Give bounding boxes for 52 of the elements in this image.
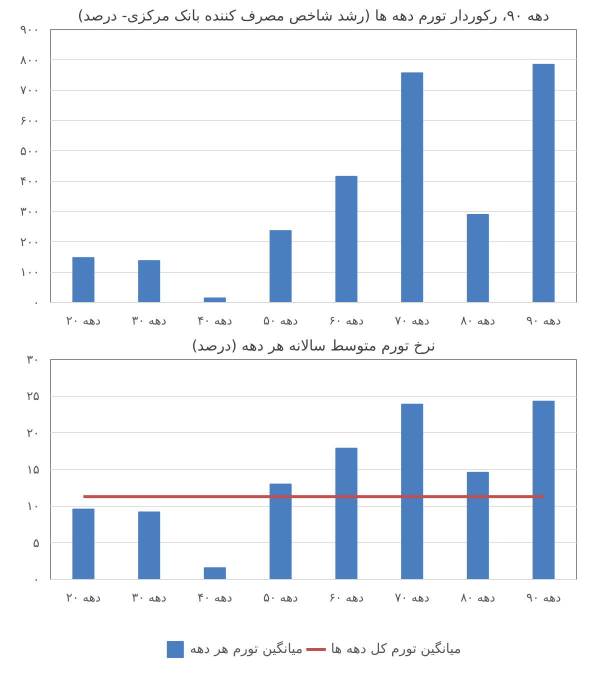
y-tick-label: ۳۰۰ — [20, 204, 40, 218]
y-tick-label: ۷۰۰ — [20, 83, 40, 98]
y-tick-label: ۲۵ — [26, 389, 40, 404]
bar — [532, 64, 555, 302]
bar — [270, 230, 292, 302]
x-tick-label: دهه ۶۰ — [328, 314, 364, 328]
x-tick-label: دهه ۴۰ — [197, 314, 232, 328]
bar — [138, 260, 160, 302]
bar — [138, 512, 160, 580]
x-tick-label: دهه ۷۰ — [394, 314, 430, 328]
x-tick-label: دهه ۳۰ — [132, 590, 167, 604]
bar — [270, 484, 292, 580]
bar — [335, 448, 358, 580]
y-tick-label: ۳۰ — [26, 352, 40, 366]
legend-label: میانگین تورم کل دهه ها — [330, 642, 462, 657]
bar — [401, 72, 424, 302]
x-tick-label: دهه ۴۰ — [197, 590, 232, 604]
x-tick-label: دهه ۷۰ — [394, 590, 430, 604]
chart-title: نرخ تورم متوسط سالانه هر دهه (درصد) — [192, 338, 436, 354]
bar — [532, 400, 555, 580]
y-tick-label: ۴۰۰ — [20, 174, 40, 188]
y-tick-label: ۹۰۰ — [20, 22, 40, 36]
y-tick-label: ۲۰ — [26, 426, 40, 440]
x-tick-label: دهه ۹۰ — [526, 590, 562, 604]
bar — [466, 472, 489, 580]
chart-title: دهه ۹۰، رکوردار تورم دهه ها (رشد شاخص مصرف کننده بانک مرکزی- درصد) — [78, 8, 550, 24]
y-tick-label: ۱۰ — [26, 499, 40, 514]
y-tick-label: ۵۰۰ — [20, 144, 40, 158]
x-tick-label: دهه ۵۰ — [263, 590, 298, 604]
y-tick-label: ۰ — [33, 296, 40, 310]
x-tick-label: دهه ۶۰ — [328, 590, 364, 604]
x-tick-label: دهه ۳۰ — [132, 314, 167, 328]
x-tick-label: دهه ۸۰ — [460, 590, 496, 604]
x-tick-label: دهه ۵۰ — [263, 314, 298, 328]
y-tick-label: ۶۰۰ — [20, 114, 40, 128]
x-tick-label: دهه ۹۰ — [526, 314, 562, 328]
x-tick-label: دهه ۸۰ — [460, 314, 496, 328]
y-tick-label: ۸۰۰ — [20, 52, 40, 67]
y-tick-label: ۱۵ — [26, 462, 40, 476]
x-tick-label: دهه ۲۰ — [66, 590, 101, 604]
y-tick-label: ۵ — [33, 536, 40, 550]
bar — [335, 176, 358, 302]
y-tick-label: ۲۰۰ — [20, 234, 40, 249]
bar — [204, 567, 226, 580]
legend-label: میانگین تورم هر دهه — [190, 642, 303, 657]
x-tick-label: دهه ۲۰ — [66, 314, 101, 328]
y-tick-label: ۱۰۰ — [20, 265, 40, 280]
bar — [72, 257, 94, 302]
bar — [401, 404, 424, 580]
y-tick-label: ۰ — [33, 572, 40, 586]
bar — [72, 508, 94, 580]
bar — [466, 214, 489, 302]
